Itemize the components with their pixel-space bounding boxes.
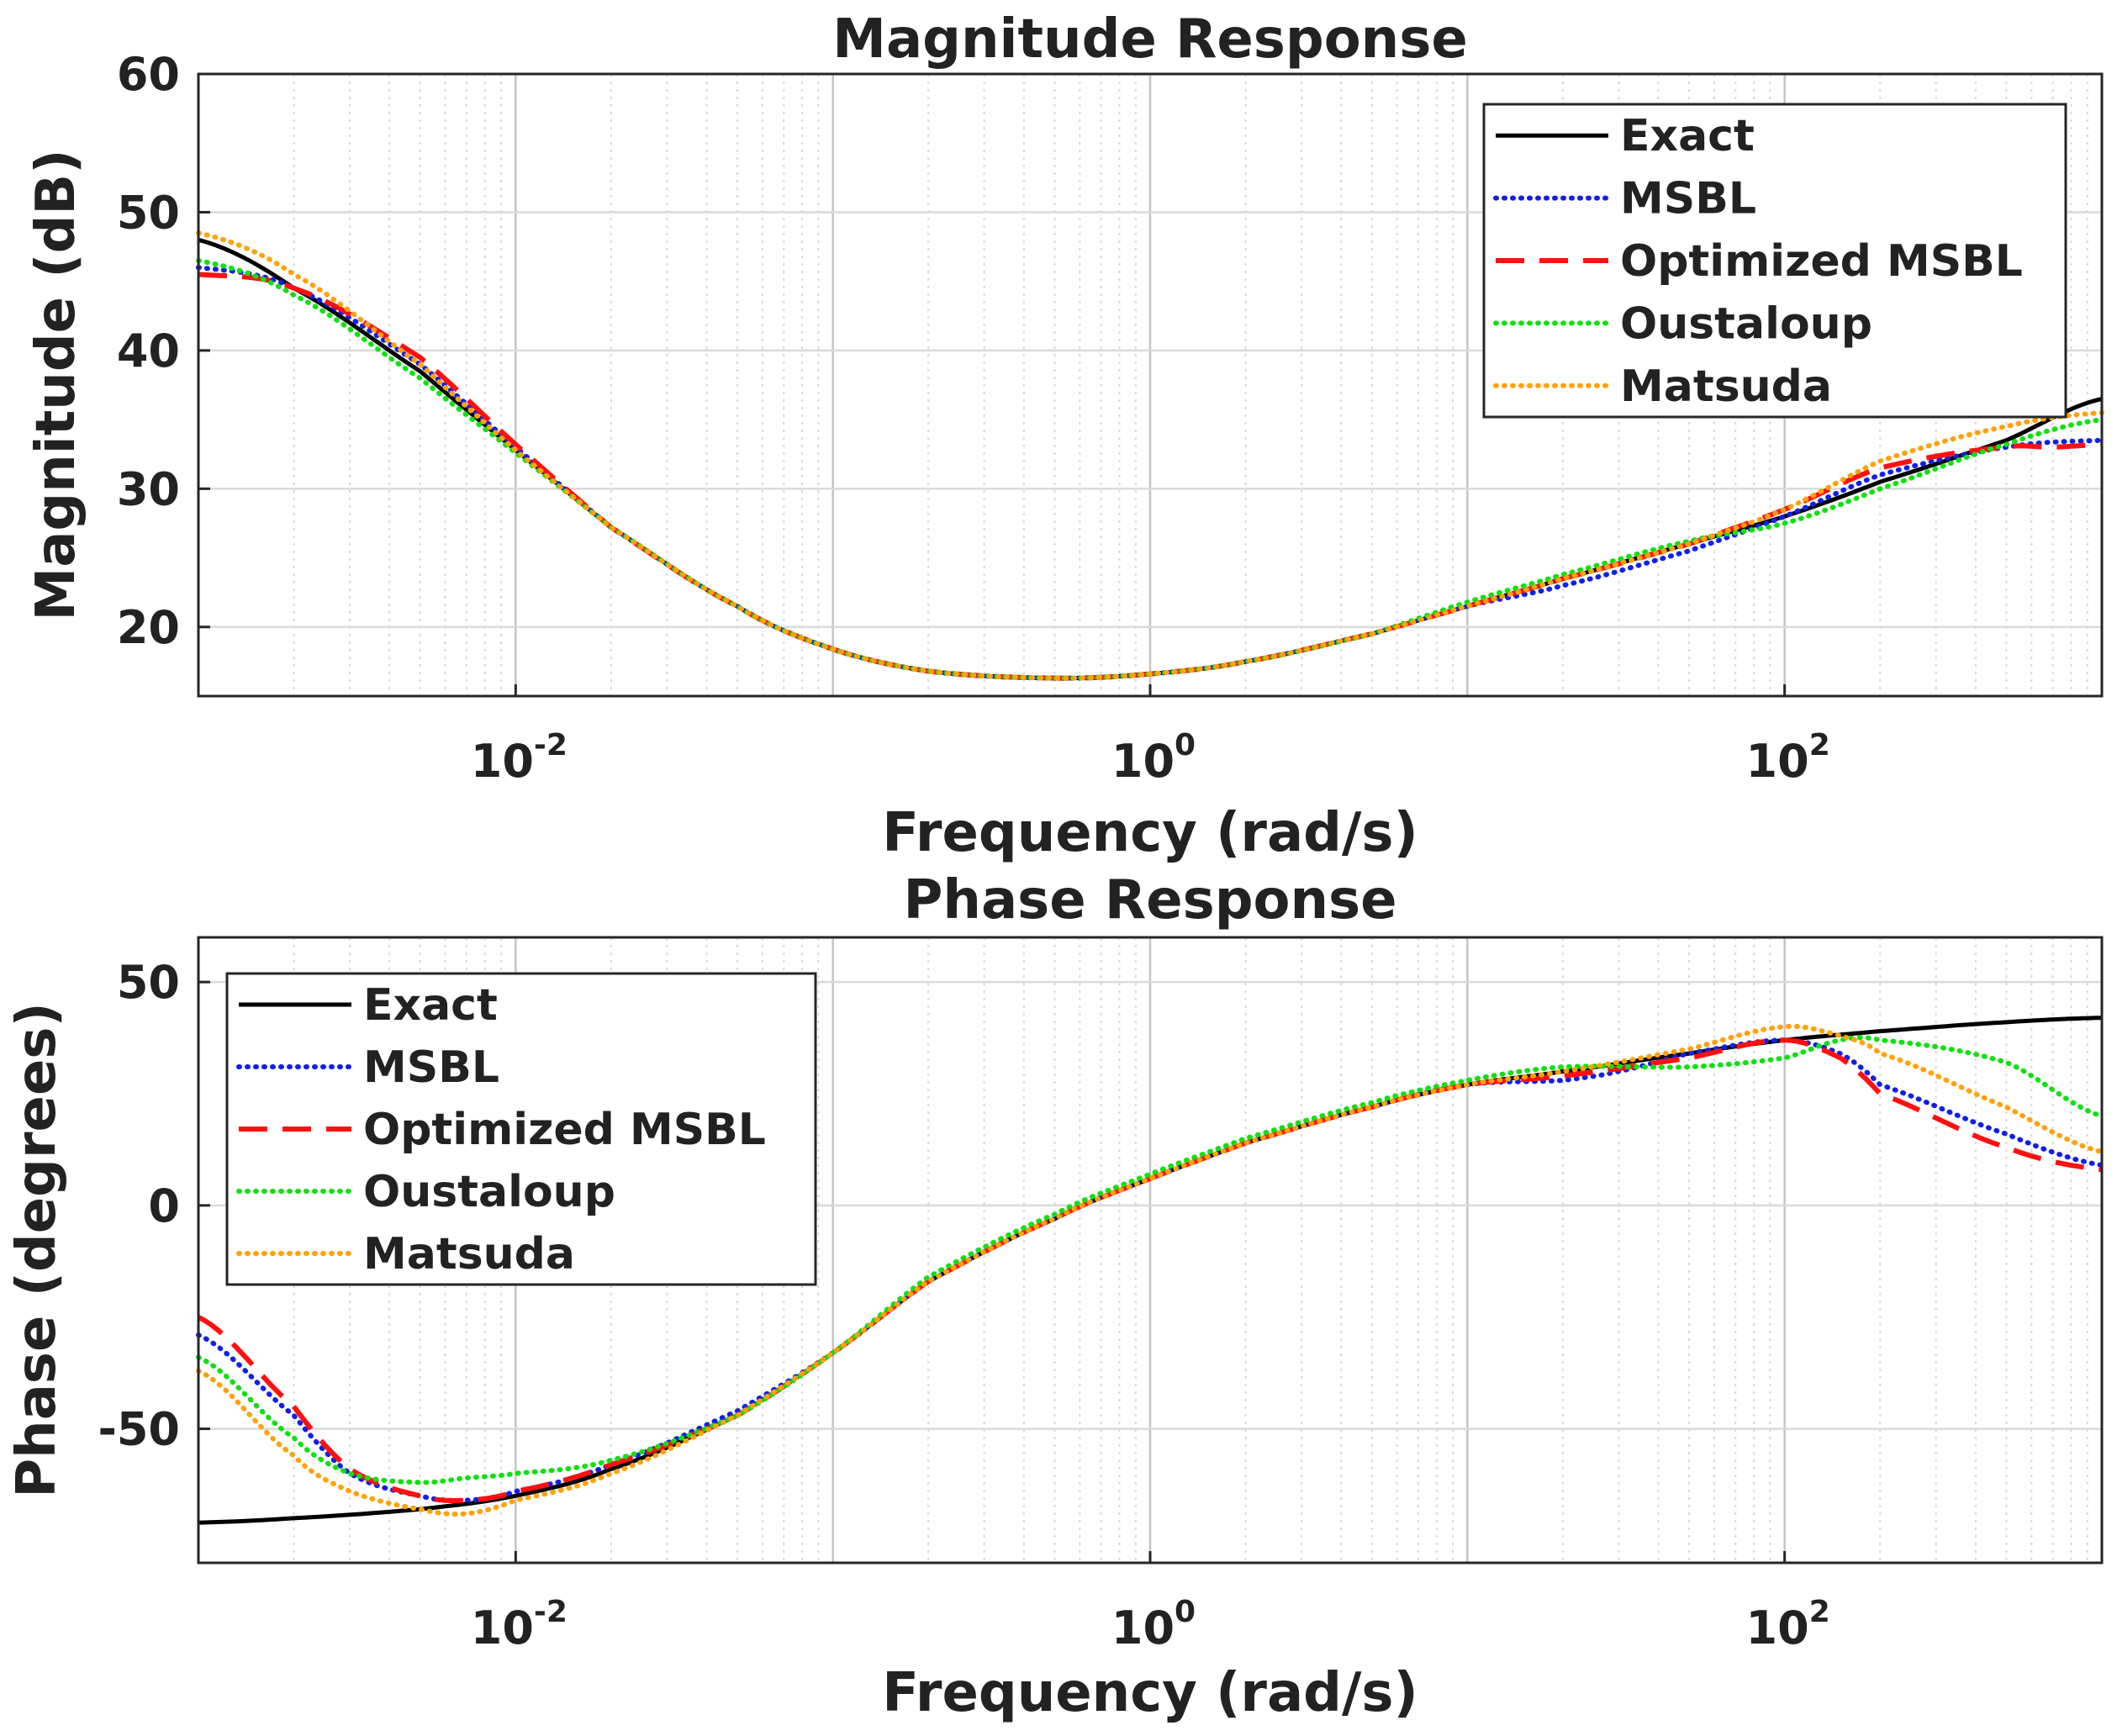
phase-series (196, 1016, 2104, 1525)
phase-legend-label: MSBL (363, 1042, 499, 1093)
magnitude-xlabel: Frequency (rad/s) (882, 802, 1417, 864)
phase-xlabel: Frequency (rad/s) (882, 1662, 1417, 1724)
magnitude-series (196, 230, 2104, 681)
magnitude-title: Magnitude Response (832, 8, 1467, 71)
magnitude-y-tick-label: 20 (117, 601, 180, 654)
magnitude-legend-label: Matsuda (1620, 361, 1832, 412)
phase-legend-box (225, 972, 817, 1286)
magnitude-y-tick-label: 50 (117, 186, 180, 239)
magnitude-x-tick-label: 100 (1111, 728, 1196, 788)
phase-legend: Exact MSBL Optimized MSBL Oustaloup Matsuda (225, 972, 817, 1286)
magnitude-y-tick-label: 60 (117, 48, 180, 101)
phase-ticks: 10-2 100 102 -50 0 50 (98, 956, 1829, 1654)
magnitude-legend-label: Optimized MSBL (1620, 236, 2023, 287)
phase-series-oustaloup (196, 1035, 2104, 1485)
phase-series-matsuda (196, 1023, 2104, 1517)
magnitude-legend-label: Oustaloup (1620, 298, 1872, 349)
phase-legend-label: Optimized MSBL (363, 1105, 766, 1155)
magnitude-ylabel: Magnitude (dB) (25, 150, 87, 621)
phase-chart: Phase Response 10-2 100 102 -50 0 50 Frequenc… (6, 869, 2104, 1724)
magnitude-legend-box (1482, 103, 2067, 419)
phase-ylabel: Phase (degrees) (6, 1002, 68, 1497)
magnitude-y-tick-label: 40 (117, 325, 180, 377)
magnitude-chart: Magnitude Response 10-2 100 1022030405060 … (25, 8, 2104, 864)
phase-legend-label: Matsuda (363, 1229, 575, 1280)
magnitude-ticks: 10-2 100 102 20 30 40 50 60 (117, 48, 1830, 788)
phase-title: Phase Response (903, 869, 1396, 931)
phase-y-tick-label: -50 (98, 1403, 180, 1456)
magnitude-series-matsuda (196, 230, 2104, 681)
phase-y-tick-label: 50 (117, 956, 180, 1009)
magnitude-legend-label: MSBL (1620, 174, 1756, 224)
magnitude-legend: Exact MSBL Optimized MSBL Oustaloup Matsuda (1482, 103, 2067, 419)
phase-x-tick-label: 100 (1111, 1595, 1196, 1654)
magnitude-legend-label: Exact (1620, 111, 1755, 161)
phase-legend-label: Exact (363, 980, 498, 1031)
magnitude-x-tick-label: 10-2 (471, 728, 568, 788)
phase-y-tick-label: 0 (148, 1179, 180, 1232)
phase-x-tick-label: 102 (1746, 1595, 1830, 1654)
phase-x-tick-label: 10-2 (471, 1595, 568, 1654)
phase-legend-label: Oustaloup (363, 1167, 615, 1217)
magnitude-y-tick-label: 30 (117, 462, 180, 515)
magnitude-x-tick-label: 102 (1746, 728, 1830, 788)
